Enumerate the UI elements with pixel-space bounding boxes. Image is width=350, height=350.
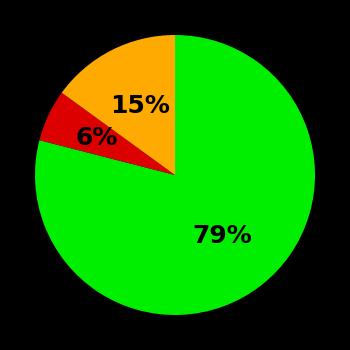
Wedge shape: [40, 93, 175, 175]
Text: 15%: 15%: [110, 94, 170, 118]
Wedge shape: [62, 35, 175, 175]
Text: 79%: 79%: [192, 224, 252, 248]
Text: 6%: 6%: [75, 126, 118, 150]
Wedge shape: [35, 35, 315, 315]
